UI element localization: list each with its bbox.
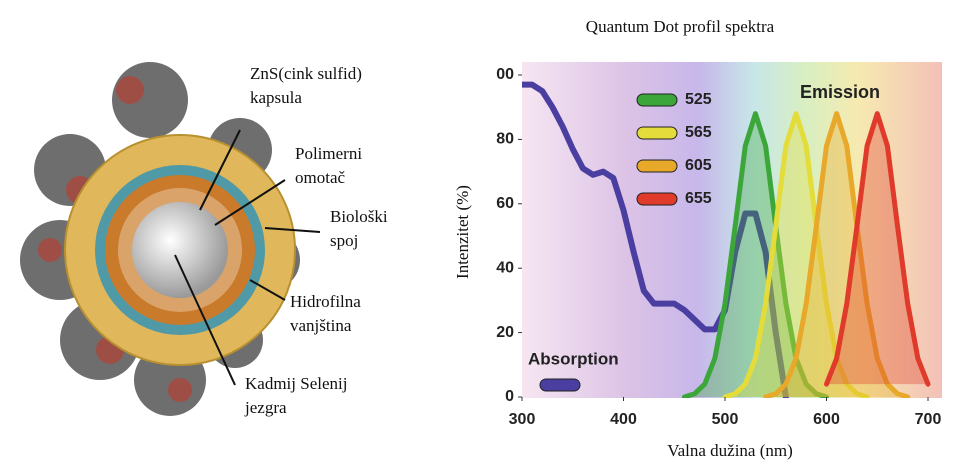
chart-title: Quantum Dot profil spektra xyxy=(586,17,775,36)
legend-label: 565 xyxy=(685,124,712,141)
series-line xyxy=(522,81,789,398)
x-axis-label: Valna dužina (nm) xyxy=(667,441,793,460)
x-tick-label: 700 xyxy=(915,411,942,428)
diagram-label: omotač xyxy=(295,168,345,187)
y-axis-label: Intenzitet (%) xyxy=(453,185,472,279)
x-tick-label: 300 xyxy=(509,411,536,428)
annotation: Emission xyxy=(800,82,880,102)
y-tick-label: 00 xyxy=(496,66,514,83)
diagram-label: kapsula xyxy=(250,88,302,107)
y-tick-label: 80 xyxy=(496,131,514,148)
diagram-label: ZnS(cink sulfid) xyxy=(250,64,362,83)
y-tick-label: 40 xyxy=(496,259,514,276)
diagram-label: jezgra xyxy=(244,398,287,417)
x-tick-label: 400 xyxy=(610,411,637,428)
y-tick-label: 60 xyxy=(496,195,514,212)
legend-label: 655 xyxy=(685,190,712,207)
y-tick-label: 0 xyxy=(505,388,514,405)
x-tick-label: 600 xyxy=(813,411,840,428)
legend-label: 525 xyxy=(685,91,712,108)
legend-swatch xyxy=(636,159,678,173)
plot xyxy=(522,81,931,398)
diagram-label: Kadmij Selenij xyxy=(245,374,347,393)
legend-swatch xyxy=(636,192,678,206)
diagram-label: Hidrofilna xyxy=(290,292,361,311)
diagram-labels: ZnS(cink sulfid) kapsula Polimerni omotač Bi… xyxy=(244,64,388,417)
series-line xyxy=(763,111,911,398)
y-tick-label: 20 xyxy=(496,324,514,341)
series-line xyxy=(681,111,829,398)
legend-swatch xyxy=(636,126,678,140)
diagram-label: vanjština xyxy=(290,316,352,335)
legend-swatch xyxy=(539,378,581,392)
quantum-dot-diagram xyxy=(20,62,321,416)
series-line xyxy=(824,111,931,387)
diagram-label: Polimerni xyxy=(295,144,362,163)
legend-label: Absorption xyxy=(528,349,619,368)
legend-label: 605 xyxy=(685,157,712,174)
legend-swatch xyxy=(636,93,678,107)
diagram-label: spoj xyxy=(330,231,358,250)
diagram-label: Biološki xyxy=(330,207,388,226)
series-line xyxy=(722,111,870,398)
x-tick-label: 500 xyxy=(712,411,739,428)
